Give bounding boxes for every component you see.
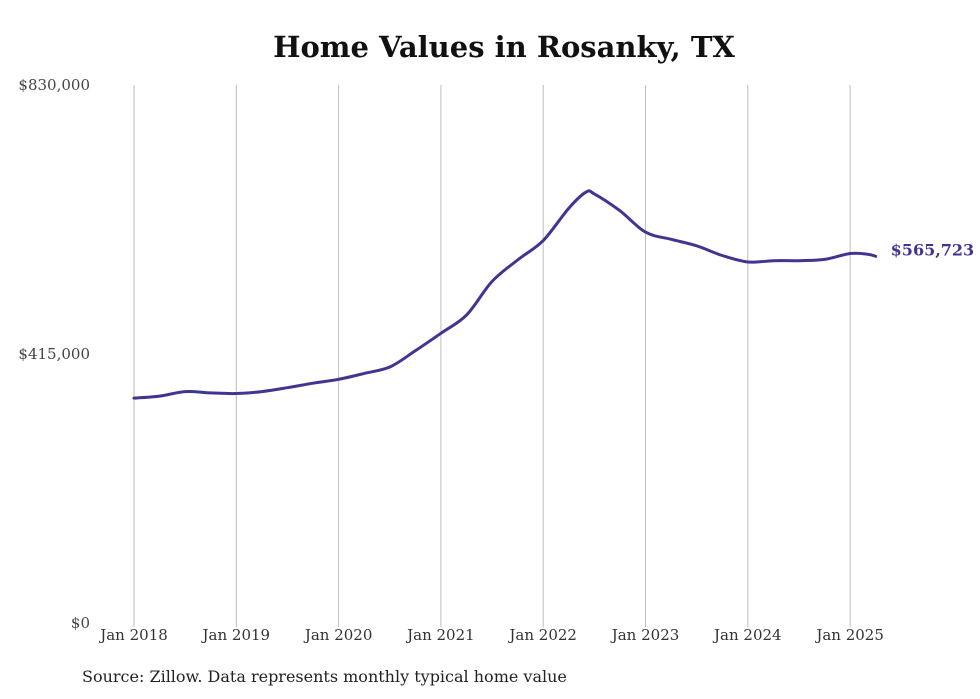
y-tick-label: $415,000 <box>18 345 90 363</box>
y-tick-label: $0 <box>71 614 90 632</box>
x-tick-label: Jan 2023 <box>610 626 680 644</box>
series-line <box>132 189 878 400</box>
x-axis-ticks: Jan 2018 Jan 2019 Jan 2020 Jan 2021 Jan 2022… <box>98 626 884 644</box>
gridlines <box>133 85 851 627</box>
x-tick-label: Jan 2024 <box>712 626 782 644</box>
x-tick-label: Jan 2018 <box>98 626 168 644</box>
end-label-group: $565,723 <box>891 240 975 259</box>
x-tick-label: Jan 2021 <box>405 626 475 644</box>
source-note: Source: Zillow. Data represents monthly … <box>82 667 567 686</box>
x-tick-label: Jan 2025 <box>814 626 884 644</box>
chart-title: Home Values in Rosanky, TX <box>273 30 735 64</box>
x-tick-label: Jan 2019 <box>201 626 271 644</box>
x-tick-label: Jan 2020 <box>303 626 373 644</box>
end-value-label: $565,723 <box>891 240 975 259</box>
y-tick-label: $830,000 <box>18 76 90 94</box>
y-axis-ticks: $0 $415,000 $830,000 <box>18 76 90 632</box>
series-group <box>132 189 878 400</box>
x-tick-label: Jan 2022 <box>507 626 577 644</box>
